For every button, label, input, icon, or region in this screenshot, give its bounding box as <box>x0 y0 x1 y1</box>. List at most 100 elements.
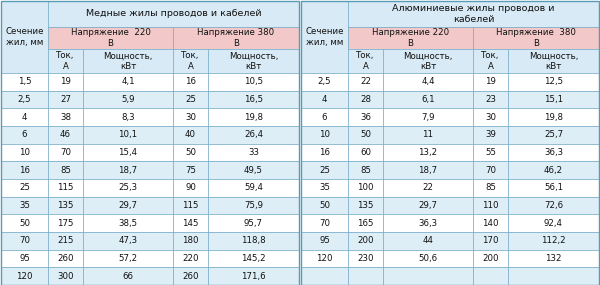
Bar <box>383 179 473 197</box>
Bar <box>1 73 48 91</box>
Bar <box>173 214 208 232</box>
Bar <box>173 179 208 197</box>
Text: 36,3: 36,3 <box>544 148 563 157</box>
Bar <box>48 108 83 126</box>
Bar <box>1 1 48 73</box>
Bar <box>508 197 599 214</box>
Text: 23: 23 <box>485 95 496 104</box>
Text: Медные жилы проводов и кабелей: Медные жилы проводов и кабелей <box>86 9 262 19</box>
Bar <box>208 197 299 214</box>
Bar <box>383 126 473 144</box>
Bar <box>1 232 48 250</box>
Bar <box>473 161 508 179</box>
Bar <box>383 144 473 161</box>
Bar <box>348 108 383 126</box>
Bar <box>473 144 508 161</box>
Text: 18,7: 18,7 <box>118 166 137 175</box>
Bar <box>83 73 173 91</box>
Text: 13,2: 13,2 <box>418 148 437 157</box>
Bar <box>208 91 299 108</box>
Text: 110: 110 <box>482 201 499 210</box>
Bar <box>208 108 299 126</box>
Text: 135: 135 <box>57 201 74 210</box>
Bar <box>301 179 348 197</box>
Text: 85: 85 <box>60 166 71 175</box>
Bar <box>1 144 48 161</box>
Text: 85: 85 <box>360 166 371 175</box>
Text: 230: 230 <box>357 254 374 263</box>
Bar <box>83 144 173 161</box>
Bar <box>301 73 348 91</box>
Bar <box>1 161 48 179</box>
Text: 6,1: 6,1 <box>421 95 435 104</box>
Bar <box>301 250 348 267</box>
Text: 46: 46 <box>60 130 71 139</box>
Bar <box>48 91 83 108</box>
Bar <box>83 91 173 108</box>
Bar <box>173 232 208 250</box>
Bar <box>83 161 173 179</box>
Text: 25: 25 <box>19 183 30 192</box>
Bar <box>383 250 473 267</box>
Bar <box>348 267 383 285</box>
Text: Напряжение 220
В: Напряжение 220 В <box>372 28 449 48</box>
Text: 90: 90 <box>185 183 196 192</box>
Bar <box>348 214 383 232</box>
Text: Ток,
А: Ток, А <box>181 51 200 71</box>
Bar <box>83 73 173 91</box>
Text: 36: 36 <box>360 113 371 122</box>
Text: Мощность,
кВт: Мощность, кВт <box>403 51 452 71</box>
Bar <box>1 232 48 250</box>
Text: 25,3: 25,3 <box>118 183 137 192</box>
Text: Ток,
А: Ток, А <box>56 51 74 71</box>
Text: 170: 170 <box>482 236 499 245</box>
Bar <box>173 27 299 49</box>
Bar <box>1 179 48 197</box>
Bar <box>1 144 48 161</box>
Bar <box>301 1 348 73</box>
Text: Сечение
жил, мм: Сечение жил, мм <box>5 27 44 47</box>
Bar <box>383 73 473 91</box>
Bar <box>301 232 348 250</box>
Bar <box>473 126 508 144</box>
Bar <box>48 126 83 144</box>
Bar <box>173 49 208 73</box>
Text: 120: 120 <box>16 272 33 281</box>
Bar <box>173 197 208 214</box>
Text: 18,7: 18,7 <box>418 166 437 175</box>
Text: 29,7: 29,7 <box>419 201 437 210</box>
Bar <box>208 232 299 250</box>
Bar <box>383 73 473 91</box>
Bar <box>348 73 383 91</box>
Text: 200: 200 <box>482 254 499 263</box>
Text: 30: 30 <box>185 113 196 122</box>
Text: 50,6: 50,6 <box>418 254 437 263</box>
Bar <box>208 161 299 179</box>
Bar <box>383 250 473 267</box>
Bar <box>83 232 173 250</box>
Bar <box>48 250 83 267</box>
Bar <box>1 91 48 108</box>
Bar <box>473 214 508 232</box>
Bar <box>83 91 173 108</box>
Bar <box>473 144 508 161</box>
Bar <box>1 197 48 214</box>
Bar <box>301 197 348 214</box>
Bar <box>83 144 173 161</box>
Bar <box>383 91 473 108</box>
Bar <box>383 91 473 108</box>
Text: 165: 165 <box>357 219 374 228</box>
Bar <box>208 144 299 161</box>
Text: 95,7: 95,7 <box>244 219 263 228</box>
Text: 57,2: 57,2 <box>118 254 137 263</box>
Text: 10: 10 <box>319 130 330 139</box>
Bar <box>301 144 348 161</box>
Text: 47,3: 47,3 <box>118 236 137 245</box>
Bar <box>1 250 48 267</box>
Bar <box>301 91 348 108</box>
Bar <box>208 214 299 232</box>
Text: 120: 120 <box>316 254 333 263</box>
Bar <box>473 232 508 250</box>
Bar <box>348 179 383 197</box>
Bar <box>173 250 208 267</box>
